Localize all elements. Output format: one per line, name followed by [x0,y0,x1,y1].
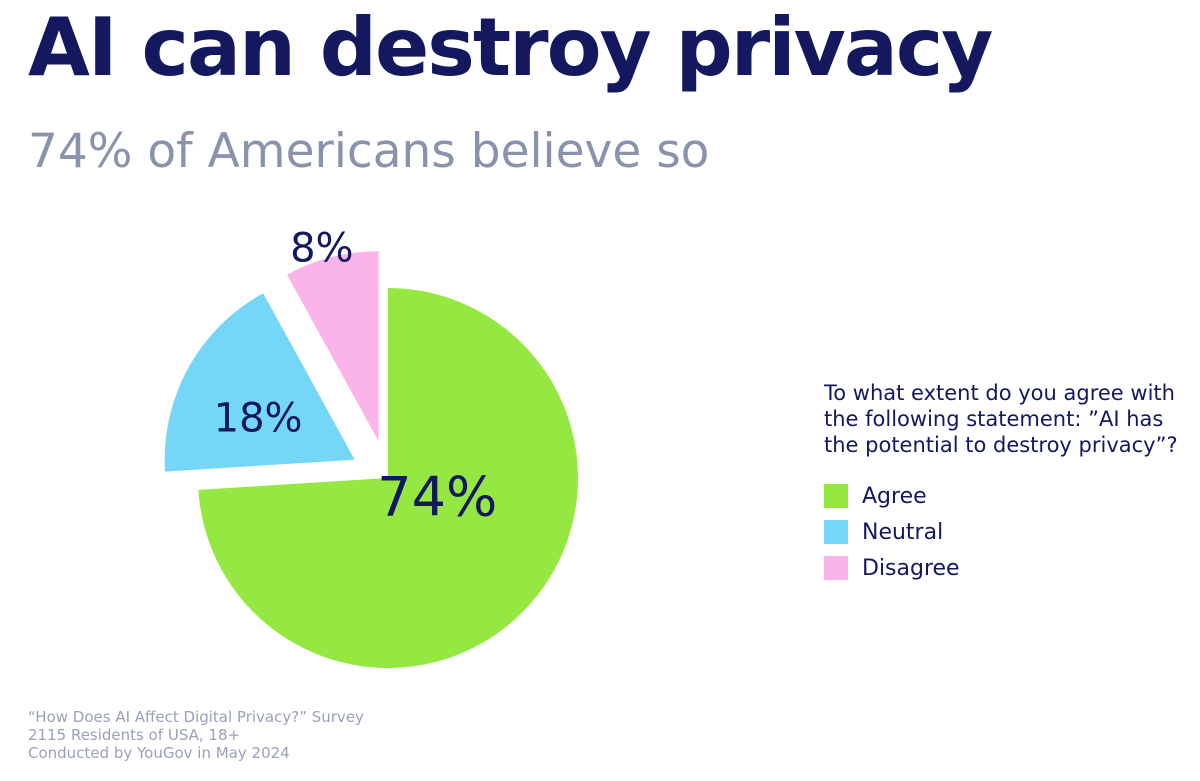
pie-slice-disagree [287,251,379,442]
source-footer: “How Does AI Affect Digital Privacy?” Su… [28,708,364,762]
footer-sample: 2115 Residents of USA, 18+ [28,726,241,744]
chart-subtitle: 74% of Americans believe so [28,124,710,179]
pie-slice-agree [198,288,578,669]
legend-swatch-agree [824,484,848,509]
footer-conducted-by: Conducted by YouGov in May 2024 [28,744,290,762]
pie-label-agree: 74% [377,466,497,529]
legend-swatch-neutral [824,520,848,545]
pie-label-disagree: 8% [290,225,353,271]
legend-item-disagree: Disagree [824,550,1184,586]
legend-item-agree: Agree [824,478,1184,514]
legend-item-neutral: Neutral [824,514,1184,550]
chart-title: AI can destroy privacy [28,1,993,94]
pie-label-neutral: 18% [214,396,303,442]
pie-slice-neutral [164,293,355,472]
legend-label-disagree: Disagree [862,555,960,581]
legend-list: Agree Neutral Disagree [824,478,1184,586]
footer-survey-name: “How Does AI Affect Digital Privacy?” Su… [28,708,364,726]
legend-question: To what extent do you agree with the fol… [824,381,1178,458]
legend-swatch-disagree [824,556,848,581]
legend-label-neutral: Neutral [862,519,944,545]
legend-label-agree: Agree [862,483,927,509]
legend: To what extent do you agree with the fol… [824,380,1184,586]
